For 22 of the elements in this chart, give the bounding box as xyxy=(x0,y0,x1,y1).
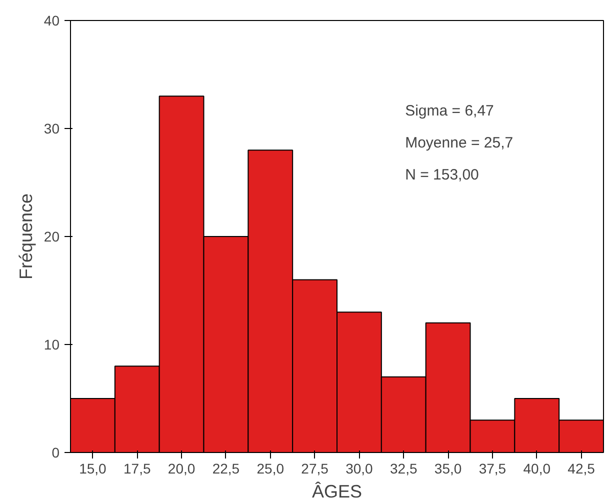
y-axis-title: Fréquence xyxy=(16,193,36,280)
y-tick-label: 10 xyxy=(44,336,60,352)
y-tick-label: 40 xyxy=(44,12,60,28)
x-tick-label: 35,0 xyxy=(434,460,462,476)
x-tick-label: 32,5 xyxy=(390,460,418,476)
x-tick-label: 42,5 xyxy=(568,460,596,476)
x-tick-label: 25,0 xyxy=(256,460,284,476)
x-axis-title: ÂGES xyxy=(312,482,362,502)
x-tick-label: 15,0 xyxy=(79,460,107,476)
x-tick-label: 20,0 xyxy=(168,460,196,476)
y-tick-label: 0 xyxy=(52,444,60,460)
x-tick-label: 17,5 xyxy=(124,460,151,476)
y-tick-label: 30 xyxy=(44,120,60,136)
annotation: Sigma = 6,47 xyxy=(405,102,494,120)
x-tick-label: 22,5 xyxy=(212,460,240,476)
x-tick-label: 40,0 xyxy=(523,460,551,476)
annotation: N = 153,00 xyxy=(405,166,479,184)
x-tick-label: 37,5 xyxy=(478,460,506,476)
y-tick-label: 20 xyxy=(44,228,60,244)
x-tick-label: 30,0 xyxy=(346,460,374,476)
annotation: Moyenne = 25,7 xyxy=(405,134,514,152)
x-tick-label: 27,5 xyxy=(301,460,329,476)
